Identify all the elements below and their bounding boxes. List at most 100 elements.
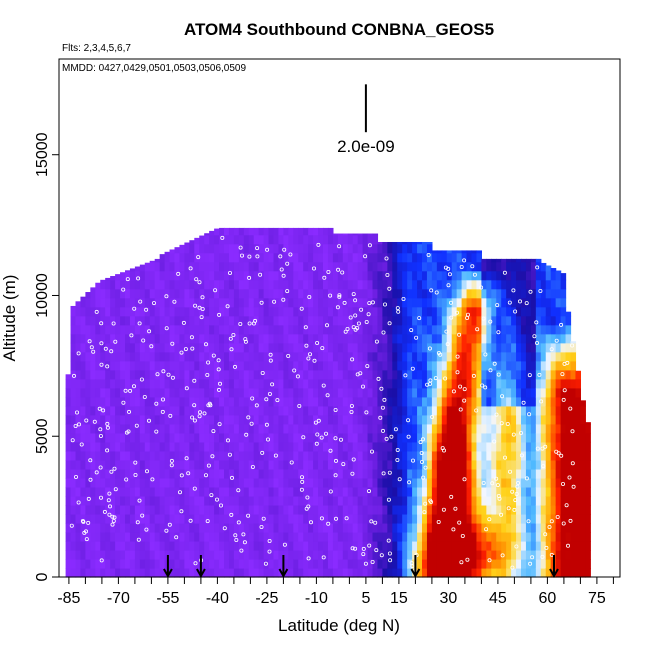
heatmap-cell [323,531,329,542]
heatmap-cell [347,360,354,371]
heatmap-cell [511,405,517,416]
observation-point [132,306,137,311]
heatmap-cell [397,459,403,470]
heatmap-cell [85,306,91,317]
observation-point [225,304,230,309]
observation-point [510,489,515,494]
heatmap-cell [169,414,176,425]
heatmap-cell [308,333,314,344]
heatmap-cell [238,234,245,245]
heatmap-cell [233,342,240,353]
heatmap-cell [120,387,126,398]
heatmap-cell [105,396,111,407]
heatmap-cell [115,540,121,551]
heatmap-cell [486,297,492,308]
heatmap-cell [422,324,428,335]
heatmap-cell [501,495,507,506]
observation-point [144,307,149,312]
heatmap-cell [95,414,101,425]
heatmap-cell [184,333,190,344]
heatmap-cell [204,504,210,515]
heatmap-cell [392,270,398,281]
heatmap-cell [105,414,111,425]
heatmap-cell [446,432,453,443]
heatmap-cell [318,252,324,263]
heatmap-cell [555,531,562,542]
heatmap-cell [422,241,428,245]
heatmap-cell [288,333,294,344]
heatmap-cell [476,279,482,290]
heatmap-cell [367,459,374,470]
heatmap-cell [184,567,190,578]
heatmap-cell [129,567,136,578]
heatmap-cell [540,378,547,389]
heatmap-cell [308,432,314,443]
observation-point [281,297,286,302]
heatmap-cell [362,531,369,542]
heatmap-cell [85,459,91,470]
heatmap-cell [501,351,507,362]
heatmap-cell [129,414,136,425]
heatmap-cell [332,351,339,362]
heatmap-cell [115,414,121,425]
heatmap-cell [506,342,512,353]
heatmap-cell [105,513,111,524]
heatmap-cell [120,477,126,488]
heatmap-cell [263,306,270,317]
heatmap-cell [540,315,547,326]
heatmap-cell [446,549,453,560]
heatmap-cell [238,279,245,290]
heatmap-cell [357,459,364,470]
heatmap-cell [105,306,111,317]
observation-point [239,253,244,258]
observation-point [547,525,552,530]
heatmap-cell [263,549,270,560]
heatmap-cell [550,522,557,533]
heatmap-cell [293,288,299,299]
heatmap-cell [90,504,96,515]
heatmap-cell [149,378,156,389]
heatmap-cell [318,540,324,551]
heatmap-cell [105,277,111,281]
heatmap-cell [184,405,190,416]
heatmap-cell [154,324,161,335]
heatmap-cell [357,423,364,434]
observation-point [521,400,526,405]
heatmap-cell [511,369,517,380]
heatmap-cell [545,288,552,299]
heatmap-cell [347,513,354,524]
heatmap-cell [466,567,473,578]
heatmap-cell [85,531,91,542]
heatmap-cell [278,396,284,407]
heatmap-cell [293,243,299,254]
heatmap-cell [129,279,136,290]
heatmap-cell [511,567,517,578]
heatmap-cell [516,324,522,335]
observation-point [500,394,505,399]
observation-point [340,270,345,275]
observation-point [76,500,81,505]
observation-point [112,466,117,471]
heatmap-cell [268,360,275,371]
heatmap-cell [303,531,309,542]
heatmap-cell [134,486,141,497]
heatmap-cell [258,351,265,362]
heatmap-cell [268,504,275,515]
heatmap-cell [412,495,418,506]
observation-point [231,332,236,337]
heatmap-cell [575,531,581,542]
heatmap-cell [253,486,260,497]
heatmap-cell [313,261,319,272]
heatmap-cell [90,297,96,308]
heatmap-cell [209,234,215,245]
heatmap-cell [139,315,146,326]
heatmap-cell [466,441,473,452]
heatmap-cell [456,477,463,488]
heatmap-cell [342,279,349,290]
heatmap-cell [431,450,438,461]
observation-point [535,446,540,451]
heatmap-cell [382,261,388,272]
heatmap-cell [318,261,324,272]
heatmap-cell [377,324,383,335]
heatmap-cell [100,495,106,506]
